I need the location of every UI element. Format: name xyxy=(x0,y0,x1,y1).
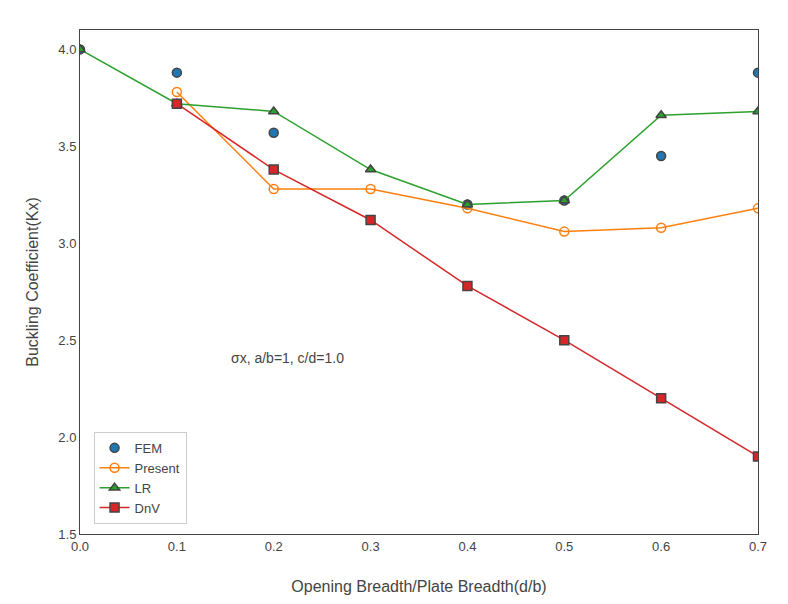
svg-text:4.0: 4.0 xyxy=(58,42,76,57)
svg-text:0.0: 0.0 xyxy=(71,539,89,554)
svg-text:0.6: 0.6 xyxy=(652,539,670,554)
svg-text:DnV: DnV xyxy=(135,501,161,516)
svg-text:LR: LR xyxy=(135,481,152,496)
svg-text:0.5: 0.5 xyxy=(555,539,573,554)
svg-text:3.5: 3.5 xyxy=(58,139,76,154)
svg-text:Buckling Coefficient(Kx): Buckling Coefficient(Kx) xyxy=(24,197,41,367)
svg-text:FEM: FEM xyxy=(135,441,162,456)
svg-text:0.2: 0.2 xyxy=(265,539,283,554)
svg-text:σx, a/b=1, c/d=1.0: σx, a/b=1, c/d=1.0 xyxy=(231,350,344,366)
svg-text:2.0: 2.0 xyxy=(58,430,76,445)
svg-text:Present: Present xyxy=(135,461,180,476)
svg-text:2.5: 2.5 xyxy=(58,333,76,348)
svg-text:Opening Breadth/Plate Breadth(: Opening Breadth/Plate Breadth(d/b) xyxy=(291,578,546,595)
svg-text:1.5: 1.5 xyxy=(58,527,76,542)
svg-text:0.7: 0.7 xyxy=(749,539,767,554)
svg-text:0.1: 0.1 xyxy=(168,539,186,554)
svg-text:3.0: 3.0 xyxy=(58,236,76,251)
svg-text:0.4: 0.4 xyxy=(458,539,476,554)
svg-text:0.3: 0.3 xyxy=(362,539,380,554)
